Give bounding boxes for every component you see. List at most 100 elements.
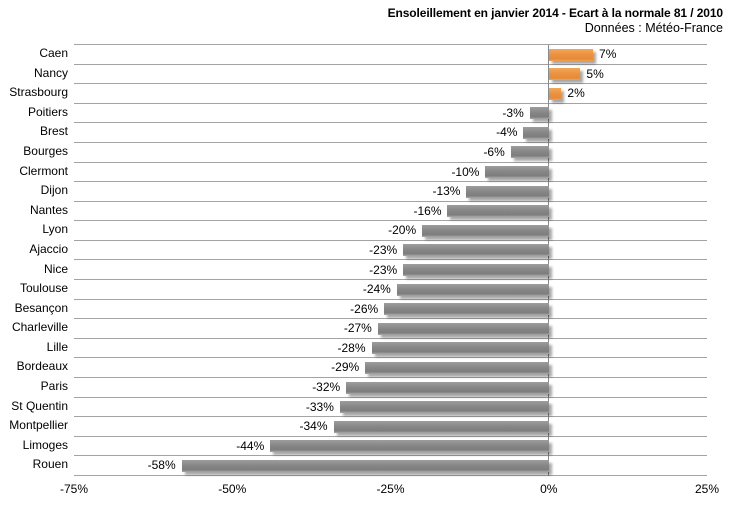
bar-limoges <box>270 440 549 453</box>
chart-row: 2% <box>74 84 707 104</box>
x-tick-label: 0% <box>540 482 558 496</box>
chart-row: -16% <box>74 202 707 222</box>
chart-row: -32% <box>74 378 707 398</box>
bar-value-label: -13% <box>432 184 461 199</box>
bar-st-quentin <box>339 401 549 414</box>
bar-toulouse <box>396 283 549 296</box>
value-axis-labels: -75% -50% -25% 0% 25% <box>0 482 729 498</box>
category-label-strasbourg: Strasbourg <box>9 85 68 100</box>
bar-ajaccio <box>403 244 549 257</box>
chart-row: -44% <box>74 437 707 457</box>
category-label-nice: Nice <box>43 261 68 276</box>
chart-row: -29% <box>74 358 707 379</box>
chart-row: -27% <box>74 319 707 339</box>
bar-value-label: -6% <box>483 144 505 159</box>
bar-value-label: -23% <box>369 262 398 277</box>
category-label-bourges: Bourges <box>23 143 68 158</box>
bar-dijon <box>466 185 549 198</box>
chart-row: -24% <box>74 280 707 300</box>
bar-poitiers <box>529 107 549 120</box>
category-label-charleville: Charleville <box>11 320 68 335</box>
bar-nice <box>403 264 549 276</box>
bar-value-label: -16% <box>413 203 442 218</box>
bar-value-label: 5% <box>586 66 604 81</box>
x-tick-label: 25% <box>694 482 720 496</box>
chart-row: -28% <box>74 339 707 359</box>
category-label-paris: Paris <box>40 379 68 394</box>
chart-row: -6% <box>74 143 707 163</box>
chart-row: -3% <box>74 104 707 124</box>
category-label-bordeaux: Bordeaux <box>16 359 68 374</box>
category-label-besançon: Besançon <box>14 300 68 315</box>
category-label-ajaccio: Ajaccio <box>29 241 68 256</box>
chart-row: 7% <box>74 45 707 65</box>
bar-value-label: -33% <box>305 399 334 414</box>
bar-value-label: -29% <box>331 360 360 375</box>
chart-row: -20% <box>74 221 707 241</box>
bar-nantes <box>447 205 549 218</box>
bar-value-label: -23% <box>369 242 398 257</box>
category-label-montpellier: Montpellier <box>9 418 68 433</box>
x-tick-label: -50% <box>218 482 247 496</box>
category-label-nancy: Nancy <box>33 65 68 80</box>
category-label-nantes: Nantes <box>29 202 68 217</box>
chart-row: -34% <box>74 417 707 437</box>
bar-value-label: -28% <box>337 340 366 355</box>
bar-bordeaux <box>365 361 549 374</box>
chart-row: 5% <box>74 65 707 85</box>
bar-brest <box>523 126 549 139</box>
category-label-lille: Lille <box>46 339 68 354</box>
chart-title: Ensoleillement en janvier 2014 - Ecart à… <box>387 6 724 20</box>
bar-lyon <box>422 224 549 237</box>
bar-nancy <box>548 68 581 81</box>
bar-value-label: -32% <box>312 380 341 395</box>
category-label-dijon: Dijon <box>40 183 68 198</box>
category-label-st-quentin: St Quentin <box>11 398 68 413</box>
chart-row: -23% <box>74 241 707 261</box>
category-label-poitiers: Poitiers <box>27 104 68 119</box>
bar-charleville <box>377 322 549 335</box>
bar-value-label: -26% <box>350 301 379 316</box>
chart-row: -13% <box>74 182 707 202</box>
chart-row: -26% <box>74 300 707 320</box>
chart-subtitle: Données : Météo-France <box>584 21 723 35</box>
bar-caen <box>548 48 594 61</box>
chart-row: -23% <box>74 261 707 281</box>
bar-value-label: 2% <box>567 86 585 101</box>
plot-area: 7% 5% 2% -3% -4% -6% -10% -13% -16% -20% -23% -23% -… <box>74 44 707 476</box>
category-label-limoges: Limoges <box>22 437 68 452</box>
bar-clermont <box>485 166 549 179</box>
category-label-lyon: Lyon <box>42 222 68 237</box>
bar-value-label: -3% <box>502 105 524 120</box>
bar-lille <box>371 342 549 355</box>
bar-value-label: -44% <box>236 438 265 453</box>
bar-value-label: -27% <box>343 321 372 336</box>
category-label-clermont: Clermont <box>19 163 68 178</box>
chart-title-block: Ensoleillement en janvier 2014 - Ecart à… <box>387 5 724 36</box>
bar-value-label: 7% <box>599 47 617 61</box>
bar-rouen <box>181 459 549 472</box>
bar-value-label: -24% <box>362 282 391 297</box>
chart-row: -58% <box>74 456 707 476</box>
bar-value-label: -20% <box>388 223 417 238</box>
category-label-caen: Caen <box>39 46 68 60</box>
bar-besançon <box>384 303 549 316</box>
category-label-toulouse: Toulouse <box>19 281 68 296</box>
bar-paris <box>346 381 549 394</box>
bar-montpellier <box>333 420 549 433</box>
bar-value-label: -34% <box>299 419 328 434</box>
chart-row: -4% <box>74 123 707 143</box>
category-label-brest: Brest <box>39 124 68 139</box>
category-axis-labels: Caen Nancy Strasbourg Poitiers Brest Bourges C… <box>0 44 68 475</box>
chart-row: -33% <box>74 398 707 418</box>
zero-axis-line <box>548 45 550 476</box>
bar-value-label: -58% <box>147 458 176 473</box>
bar-value-label: -4% <box>496 125 518 140</box>
x-tick-label: -75% <box>59 482 89 496</box>
bar-value-label: -10% <box>451 164 480 179</box>
chart-row: -10% <box>74 163 707 183</box>
bar-strasbourg <box>548 87 562 100</box>
bar-bourges <box>510 146 549 159</box>
category-label-rouen: Rouen <box>32 457 68 472</box>
